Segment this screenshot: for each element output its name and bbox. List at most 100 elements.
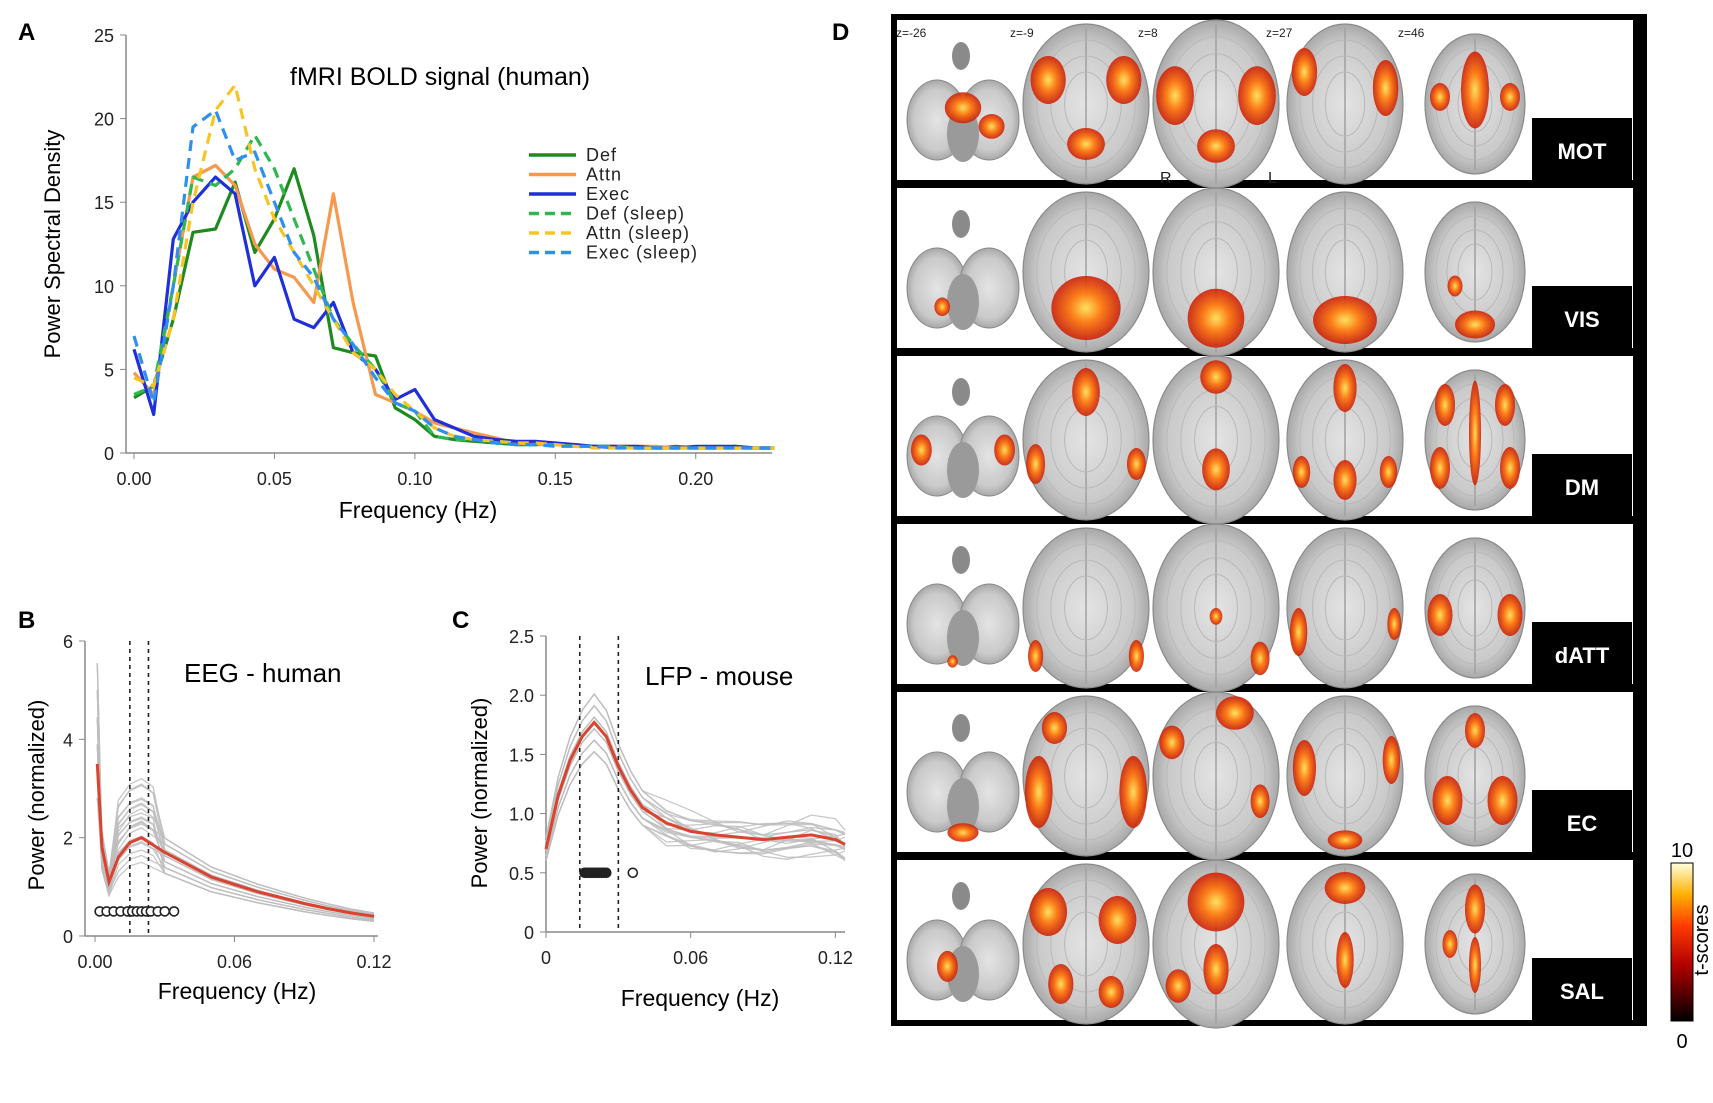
panel-letter-b: B [18, 607, 35, 634]
activation-blob [1372, 60, 1399, 116]
panel-c-y-tick-label: 1.5 [509, 745, 534, 765]
brain-slice-z4 [1424, 537, 1526, 679]
colorbar-gradient [1670, 862, 1694, 1022]
activation-blob [937, 950, 958, 982]
activation-blob [911, 434, 932, 466]
brain-slice-shape [952, 210, 970, 238]
brain-slice-z2 [1152, 523, 1280, 693]
brain-slice-z0 [906, 378, 1020, 498]
panel-b-x-tick-label: 0.06 [217, 952, 252, 972]
brain-gyrus [1064, 743, 1108, 809]
activation-blob [1048, 964, 1074, 1004]
brain-slice-z1 [1022, 527, 1150, 689]
panel-a-x-tick-label: 0.05 [257, 469, 292, 489]
brain-slice-shape [947, 610, 979, 666]
activation-blob [1209, 608, 1223, 625]
brain-slice-z2 [1152, 355, 1280, 525]
panel-c-mean-line [544, 720, 846, 850]
activation-blob [1250, 641, 1270, 676]
brain-slice-z1 [1022, 191, 1150, 353]
brain-gyrus [1324, 71, 1366, 137]
brain-slice-z2 [1152, 691, 1280, 861]
network-label-box [1532, 622, 1632, 684]
activation-blob [1465, 884, 1485, 934]
panel-b-individual-line [96, 717, 375, 921]
panel-b-individual-line [96, 663, 375, 917]
panel-a-y-tick-label: 10 [94, 277, 114, 297]
brain-slice-z0 [906, 714, 1020, 842]
brain-slice-z3 [1286, 191, 1404, 353]
brain-gyrus [1166, 708, 1266, 844]
brain-gyrus [1194, 573, 1238, 643]
brain-slice-z2 [1152, 187, 1280, 357]
panel-b-ylabel: Power (normalized) [24, 700, 49, 891]
brain-slice-z0 [906, 210, 1020, 330]
panel-b-individual-line [96, 771, 375, 922]
panel-c-chart: 0 0.06 0.12 0 0.5 1.0 1.5 2.0 2.5 LFP - mouse Fr… [467, 627, 853, 1011]
network-label-box [1532, 790, 1632, 852]
activation-blob [1469, 380, 1481, 486]
panel-a-title: fMRI BOLD signal (human) [290, 63, 590, 91]
panel-c-x-tick-label: 0.06 [673, 948, 708, 968]
brain-slice-z3 [1286, 695, 1404, 857]
brain-slice-z0 [906, 882, 1020, 1002]
activation-blob [947, 655, 958, 668]
activation-blob [1333, 364, 1357, 412]
activation-blob [1430, 447, 1450, 489]
network-row-vis: VIS [897, 187, 1633, 357]
brain-gyrus [1180, 725, 1252, 827]
network-label-box [1532, 454, 1632, 516]
panel-c-peak-marker [600, 867, 612, 879]
z-slice-label: z=8 [1138, 26, 1158, 40]
panel-c-individual-line [545, 693, 846, 839]
panel-c-title: LFP - mouse [645, 661, 793, 691]
panel-b-x-tick-label: 0.12 [356, 952, 391, 972]
activation-blob [1067, 128, 1105, 160]
activation-blob [1030, 56, 1066, 104]
activation-blob [1238, 66, 1276, 125]
brain-slice-z2 [1152, 19, 1280, 189]
activation-blob [1336, 932, 1354, 988]
panel-b-individual-line [96, 771, 375, 916]
brain-slice-shape [952, 882, 970, 910]
brain-slice-z4 [1424, 873, 1526, 1015]
brain-gyrus [1166, 540, 1266, 676]
brain-gyrus [1194, 741, 1238, 811]
brain-slice-z4 [1424, 705, 1526, 847]
network-label: MOT [1558, 139, 1607, 164]
panel-c-y-tick-label: 1.0 [509, 805, 534, 825]
panel-c-ylabel: Power (normalized) [467, 698, 492, 889]
brain-gyrus [1064, 575, 1108, 641]
network-label: VIS [1564, 307, 1599, 332]
brain-gyrus [1324, 575, 1366, 641]
network-label: dATT [1555, 643, 1610, 668]
panel-b-title: EEG - human [184, 658, 342, 688]
activation-blob [1333, 460, 1357, 500]
activation-blob [1128, 640, 1144, 672]
panel-c-y-tick-label: 2.5 [509, 627, 534, 647]
panel-b-xlabel: Frequency (Hz) [158, 978, 316, 1004]
z-slice-label: z=-9 [1010, 26, 1034, 40]
brain-gyrus [1036, 543, 1136, 673]
panel-c-individual-line [545, 716, 846, 848]
activation-blob [994, 434, 1015, 466]
brain-slice-z4 [1424, 369, 1526, 511]
hemisphere-label-left: L [1268, 170, 1277, 187]
network-label-box [1532, 118, 1632, 180]
brain-slice-shape [952, 42, 970, 70]
panel-c-individual-line [545, 727, 846, 852]
panel-b-peak-marker [168, 906, 180, 917]
panel-b-x-tick-label: 0.00 [77, 952, 112, 972]
panel-b-chart: 0.00 0.06 0.12 0 2 4 6 EEG - human Frequency (… [24, 632, 392, 1004]
activation-blob [1430, 83, 1450, 111]
brain-slice-z0 [906, 42, 1020, 162]
activation-blob [1098, 896, 1137, 944]
activation-blob [1202, 448, 1230, 491]
panel-a-legend-label: Def [586, 145, 617, 165]
brain-slice-shape [947, 274, 979, 330]
colorbar: 10 0 t-scores [1670, 840, 1713, 1053]
brain-slice-z1 [1022, 695, 1150, 857]
brain-gyrus [1064, 911, 1108, 977]
activation-blob [1461, 51, 1489, 129]
